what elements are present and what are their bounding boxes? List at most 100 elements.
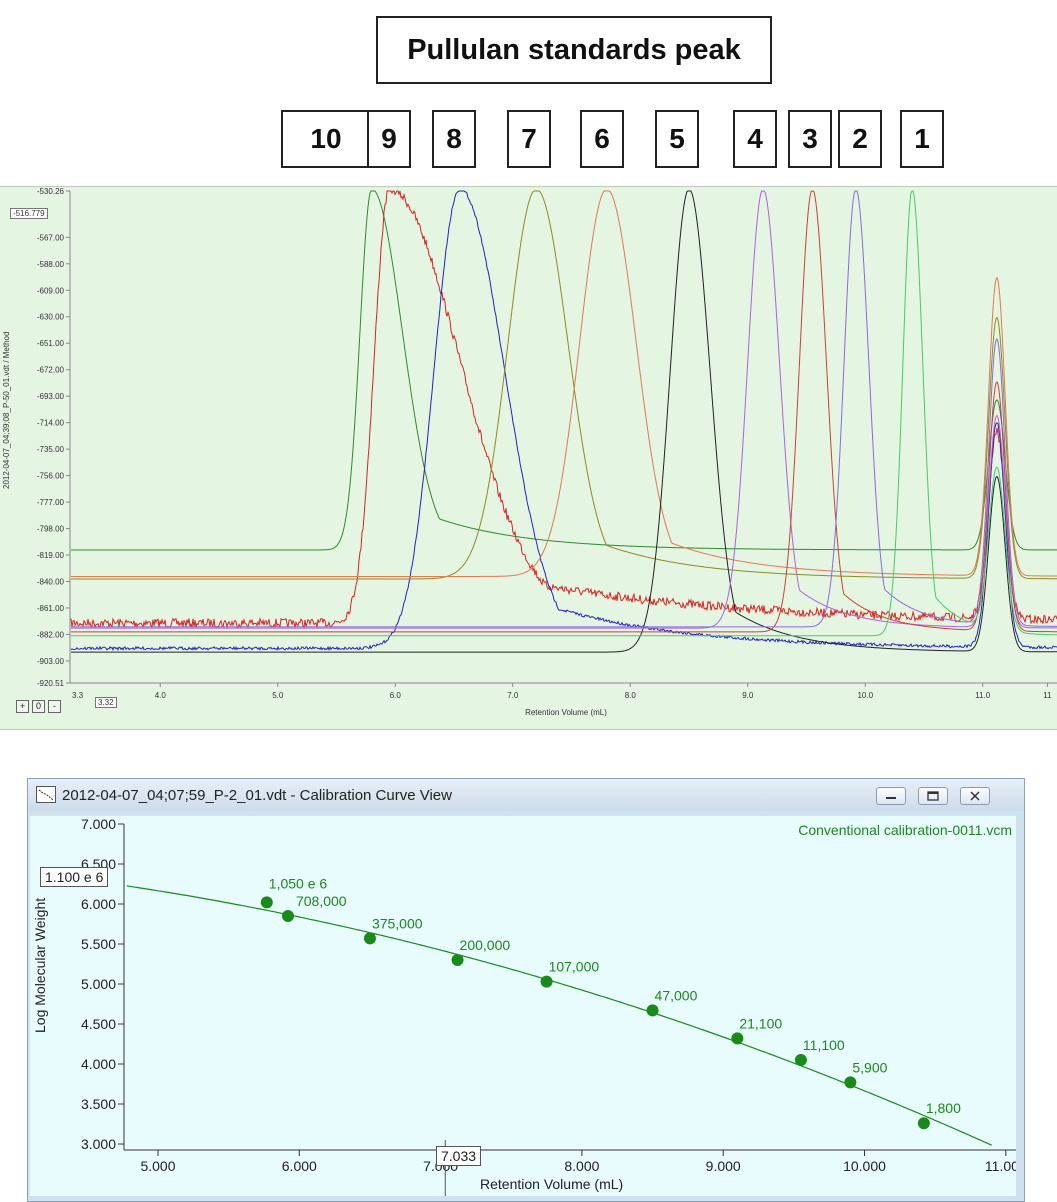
calibration-point-label: 1,050 e 6 [269,875,328,891]
y-tick-label: -840.00 [37,577,65,586]
peak-label-7: 7 [507,110,551,168]
chromatogram-series-6 [71,190,1057,653]
y-tick-label: -630.00 [37,313,65,322]
chromatogram-cursor-x-value: 3.32 [95,697,117,708]
y-tick-label: -882.00 [37,630,65,639]
cal-x-tick-label: 10.000 [843,1158,886,1174]
calibration-point [260,896,273,909]
calibration-point-label: 200,000 [460,937,511,953]
cal-x-tick-label: 6.000 [282,1158,317,1174]
calibration-cursor-y-value: 1.100 e 6 [40,867,109,887]
cal-y-tick-label: 5.000 [81,976,116,992]
x-tick-label: 11 [1043,691,1052,700]
cal-y-tick-label: 6.000 [81,896,116,912]
chromatogram-cursor-y-value: -516.779 [10,208,48,219]
y-tick-label: -672.00 [37,366,65,375]
x-tick-label: 11.0 [975,691,991,700]
calibration-x-axis-title: Retention Volume (mL) [480,1176,624,1192]
peak-label-4: 4 [733,110,777,168]
calibration-point [731,1032,744,1045]
x-tick-label: 3.3 [72,691,84,700]
x-tick-label: 9.0 [742,691,754,700]
y-tick-label: -861.00 [37,604,65,613]
chromatogram-panel[interactable]: -530.26 -567.00 -588.00 -609.00 -630.00 -651.… [0,186,1057,730]
calibration-point-label: 375,000 [372,915,423,931]
calibration-point [844,1076,857,1089]
cal-x-tick-label: 8.000 [564,1158,599,1174]
cal-y-tick-label: 4.000 [81,1056,116,1072]
calibration-point [917,1117,930,1130]
y-tick-label: -777.00 [37,498,65,507]
chromatogram-series-5 [71,190,1057,577]
y-tick-label: -735.00 [37,445,65,454]
y-tick-label: -903.00 [37,657,65,666]
cal-y-tick-label: 4.500 [81,1016,116,1032]
calibration-curve-name: Conventional calibration-0011.vcm [798,822,1012,838]
calibration-fit-curve [126,885,992,1146]
peak-label-1: 1 [900,110,944,168]
restore-button[interactable] [918,787,948,805]
chromatogram-series-3 [70,190,1057,652]
cal-y-tick-label: 3.500 [81,1096,116,1112]
chromatogram-series-4 [71,190,1057,580]
chromatogram-series-2 [70,190,1057,629]
chromatogram-plot[interactable]: -530.26 -567.00 -588.00 -609.00 -630.00 -651.… [0,187,1057,729]
peak-label-2: 2 [838,110,882,168]
x-tick-label: 4.0 [155,691,167,700]
close-icon [970,791,980,801]
cal-x-tick-label: 11.000 [985,1158,1016,1174]
calibration-point-label: 5,900 [852,1059,887,1075]
close-button[interactable] [960,787,990,805]
chromatogram-y-axis-title: 2012-04-07_04;39;08_P-50_01.vdt / Method [2,331,11,489]
chromatogram-series-8 [71,190,1057,633]
calibration-point [281,910,294,922]
calibration-cursor-x-value: 7.033 [436,1146,482,1166]
cal-y-tick-label: 5.500 [81,936,116,952]
calibration-point-label: 21,100 [739,1015,782,1031]
chromatogram-series-1 [71,190,1057,551]
cal-y-tick-label: 3.000 [81,1136,116,1152]
calibration-plot[interactable]: 7.0006.5006.0005.5005.0004.5004.0003.500… [30,816,1016,1196]
window-title: 2012-04-07_04;07;59_P-2_01.vdt - Calibra… [62,787,452,804]
calibration-point [540,975,553,988]
calibration-point [646,1004,659,1017]
y-tick-label: -693.00 [37,392,65,401]
restore-icon [927,791,939,801]
peak-label-8: 8 [432,110,476,168]
calibration-point [363,932,376,945]
calibration-point-label: 47,000 [655,987,698,1003]
chromatogram-series-9 [71,190,1057,628]
calibration-point [451,954,464,966]
chromatogram-x-axis-title: Retention Volume (mL) [525,708,607,717]
peak-label-3: 3 [788,110,832,168]
x-tick-label: 10.0 [857,691,873,700]
y-tick-label: -588.00 [37,260,65,269]
calibration-point [794,1054,807,1066]
chart-app-icon [36,786,56,803]
x-tick-label: 8.0 [625,691,637,700]
zoom-in-button[interactable]: + [16,700,29,713]
minimize-button[interactable] [876,787,906,805]
chromatogram-series-10 [71,190,1057,637]
x-tick-label: 7.0 [507,691,519,700]
peak-label-10: 10 [281,110,371,168]
peak-label-5: 5 [655,110,699,168]
peak-label-9: 9 [367,110,411,168]
minimize-icon [886,797,896,799]
y-tick-label: -567.00 [37,233,65,242]
zoom-controls: + 0 - [16,700,61,713]
calibration-point-label: 11,100 [803,1037,845,1053]
chromatogram-series-7 [71,190,1057,629]
y-tick-label: -756.00 [37,472,65,481]
zoom-out-button[interactable]: - [48,700,61,713]
y-tick-label: -530.26 [37,187,65,196]
calibration-point-label: 708,000 [296,893,347,909]
chart-title: Pullulan standards peak [376,16,772,84]
cal-y-tick-label: 7.000 [81,816,116,832]
zoom-reset-button[interactable]: 0 [32,700,45,713]
cal-x-tick-label: 9.000 [706,1158,741,1174]
calibration-plot-area[interactable]: 7.000 6.500 6.000 5.500 5.000 4.500 4.000 3.500… [30,816,1016,1196]
x-tick-label: 5.0 [272,691,284,700]
window-titlebar[interactable]: 2012-04-07_04;07;59_P-2_01.vdt - Calibra… [28,779,1024,811]
y-tick-label: -714.00 [37,419,65,428]
